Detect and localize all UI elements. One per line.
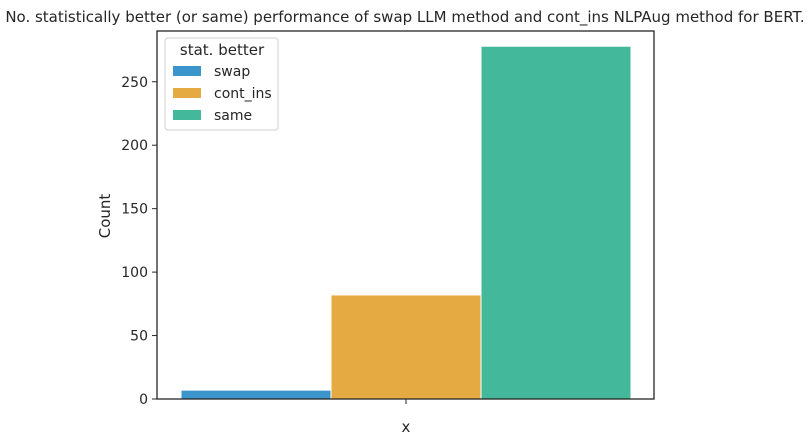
y-axis-ticks: 0 50 100 150 200 250: [121, 75, 157, 408]
y-tick-label: 250: [121, 75, 148, 91]
legend-swatch-cont-ins: [173, 88, 201, 98]
bar-swap: [180, 389, 332, 400]
y-tick-label: 100: [121, 265, 148, 281]
bars: [180, 45, 632, 400]
legend-swatch-swap: [173, 66, 201, 76]
legend-title: stat. better: [180, 41, 265, 59]
bar-same: [480, 45, 632, 400]
bar-cont-ins: [330, 294, 482, 400]
x-axis-label: x: [402, 418, 411, 436]
legend-label-cont-ins: cont_ins: [214, 86, 272, 102]
y-tick-label: 50: [130, 329, 148, 345]
legend-label-same: same: [214, 108, 252, 124]
y-tick-label: 0: [139, 392, 148, 408]
chart-title: No. statistically better (or same) perfo…: [5, 8, 804, 27]
legend-label-swap: swap: [214, 64, 250, 80]
y-tick-label: 200: [121, 138, 148, 154]
legend-frame: [164, 37, 279, 131]
legend-swatch-same: [173, 110, 201, 120]
y-axis-label: Count: [96, 194, 114, 239]
y-tick-label: 150: [121, 202, 148, 218]
